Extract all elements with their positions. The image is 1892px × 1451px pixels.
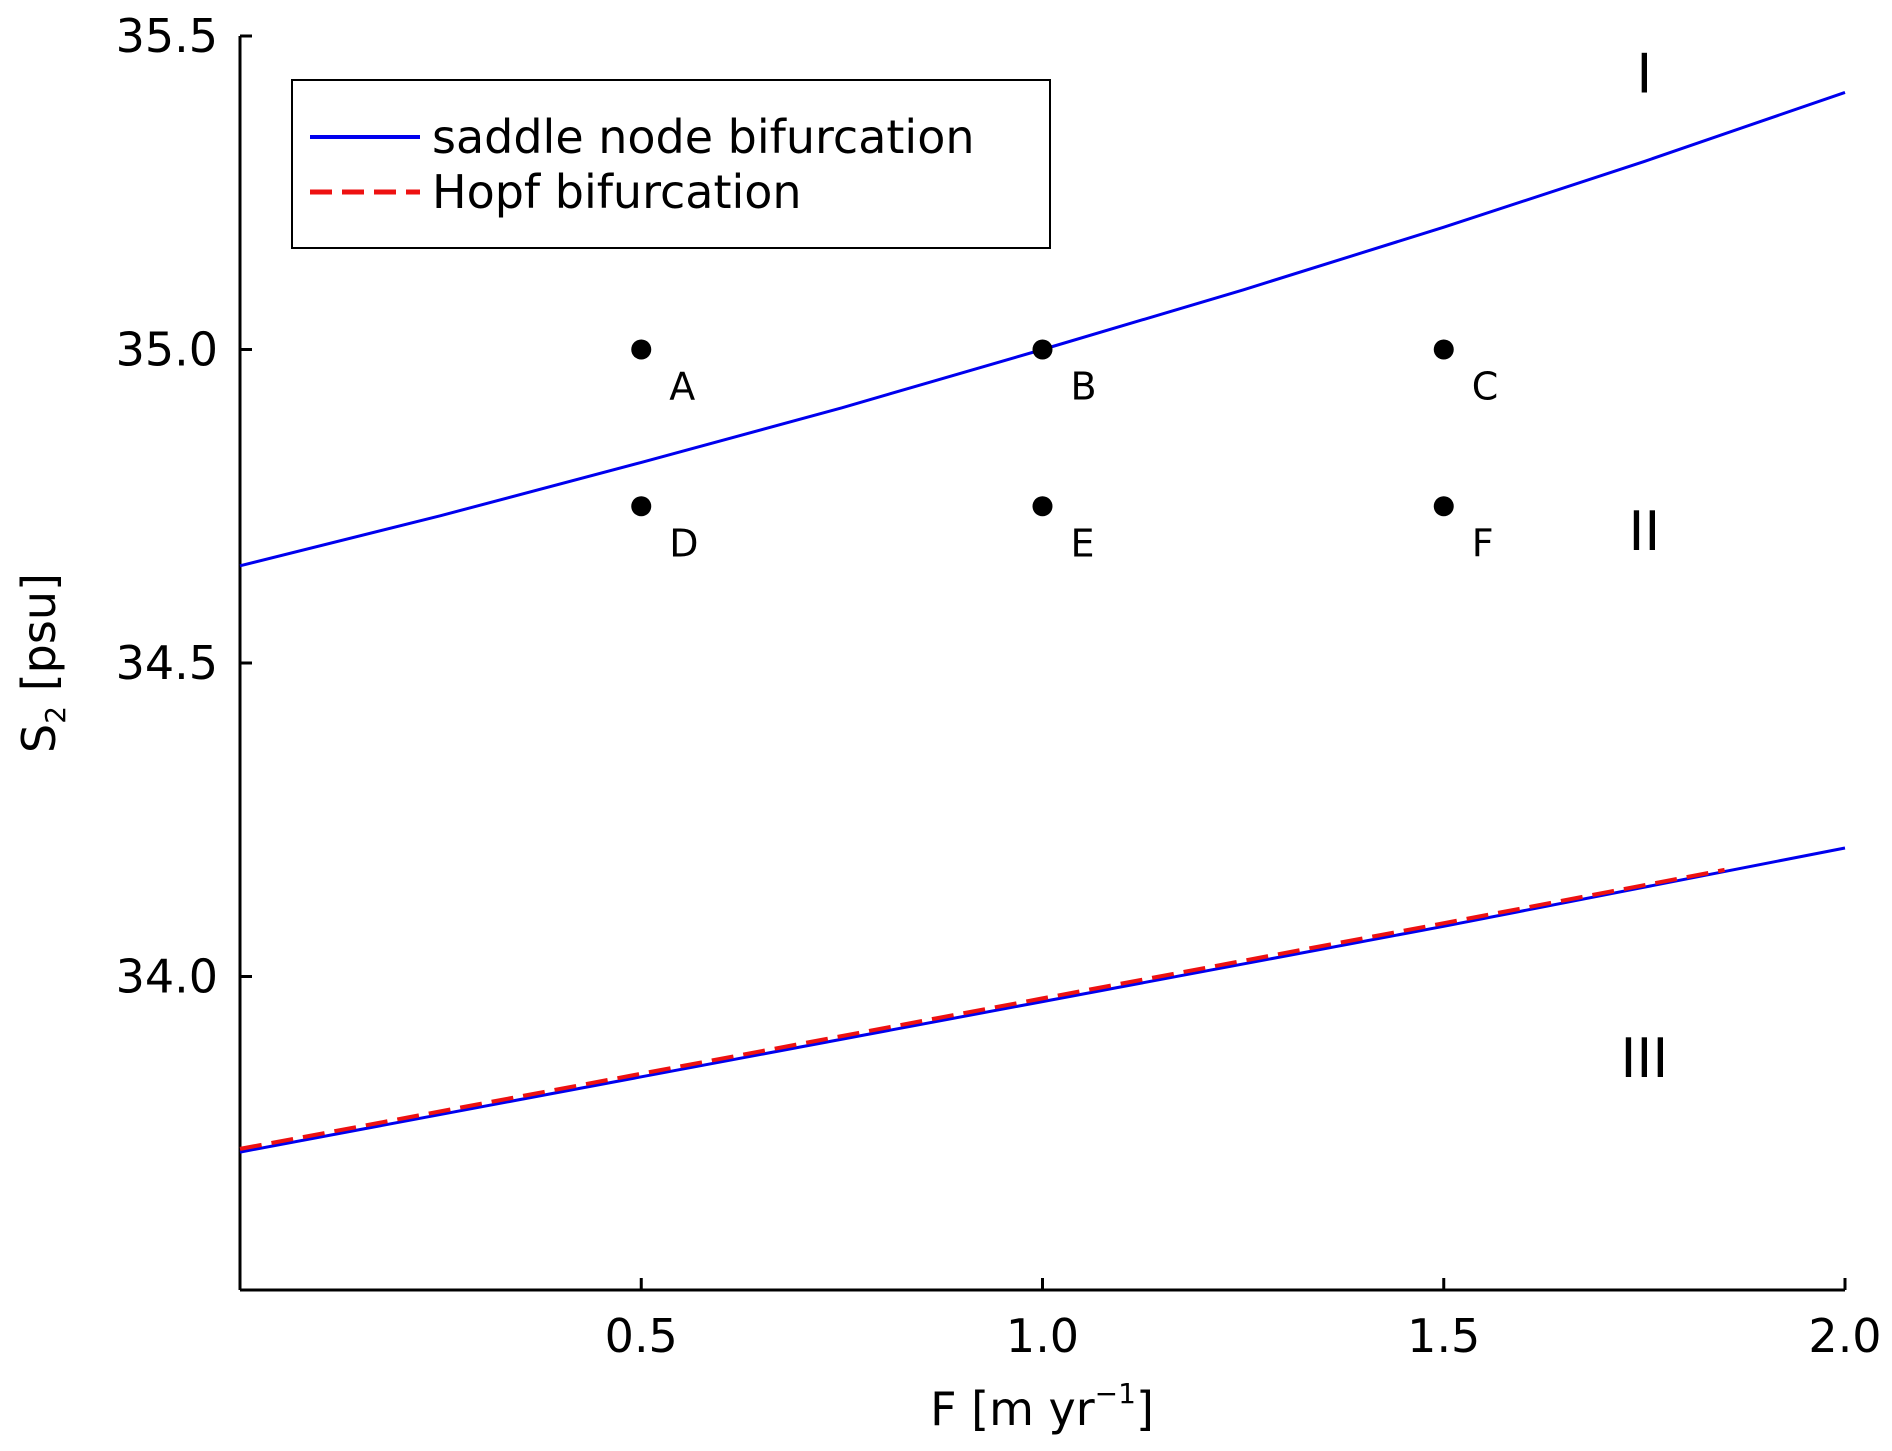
y-ticks: 34.0 34.5 35.0 35.5: [116, 9, 252, 1004]
y-axis-label-sub: 2: [39, 706, 72, 724]
x-axis-label-suffix: ]: [1136, 1382, 1154, 1436]
saddle-node-line: [239, 846, 1846, 1154]
legend: saddle node bifurcation Hopf bifurcation: [291, 79, 1051, 249]
point-c: [1433, 339, 1454, 360]
point-label-a: A: [669, 365, 695, 409]
y-axis-label: S2 [psu]: [12, 573, 72, 753]
x-ticks: 0.5 1.0 1.5 2.0: [605, 1278, 1882, 1363]
point-d: [631, 496, 652, 517]
region-label: II: [1628, 500, 1660, 563]
point-b: [1032, 339, 1053, 360]
point-e: [1032, 496, 1053, 517]
x-tick-label: 2.0: [1808, 1309, 1881, 1363]
y-tick-label: 34.5: [116, 636, 218, 690]
region-label: III: [1620, 1027, 1668, 1090]
point-f: [1433, 496, 1454, 517]
y-tick-label: 34.0: [116, 950, 218, 1004]
x-tick-label: 1.0: [1006, 1309, 1079, 1363]
point-label-b: B: [1071, 365, 1097, 409]
x-tick-label: 1.5: [1407, 1309, 1480, 1363]
x-axis-label-main: F [m yr: [930, 1382, 1095, 1436]
x-tick-label: 0.5: [605, 1309, 678, 1363]
y-axis-label-suffix: [psu]: [12, 573, 66, 706]
x-axis-label: F [m yr−1]: [930, 1377, 1154, 1436]
region-label: I: [1636, 42, 1652, 105]
y-tick-label: 35.5: [116, 9, 218, 63]
data-points: A B C D E F: [631, 339, 1499, 565]
legend-box: [291, 79, 1051, 249]
hopf-bifurcation-line: [239, 867, 1725, 1151]
point-label-e: E: [1071, 521, 1095, 565]
y-axis-label-main: S: [12, 724, 66, 753]
y-tick-label: 35.0: [116, 323, 218, 377]
point-label-f: F: [1472, 521, 1494, 565]
point-a: [631, 339, 652, 360]
point-label-c: C: [1472, 365, 1499, 409]
legend-label-saddle: saddle node bifurcation: [432, 110, 975, 164]
legend-label-hopf: Hopf bifurcation: [432, 165, 802, 219]
x-axis-label-sup: −1: [1095, 1377, 1136, 1410]
point-label-d: D: [669, 521, 698, 565]
